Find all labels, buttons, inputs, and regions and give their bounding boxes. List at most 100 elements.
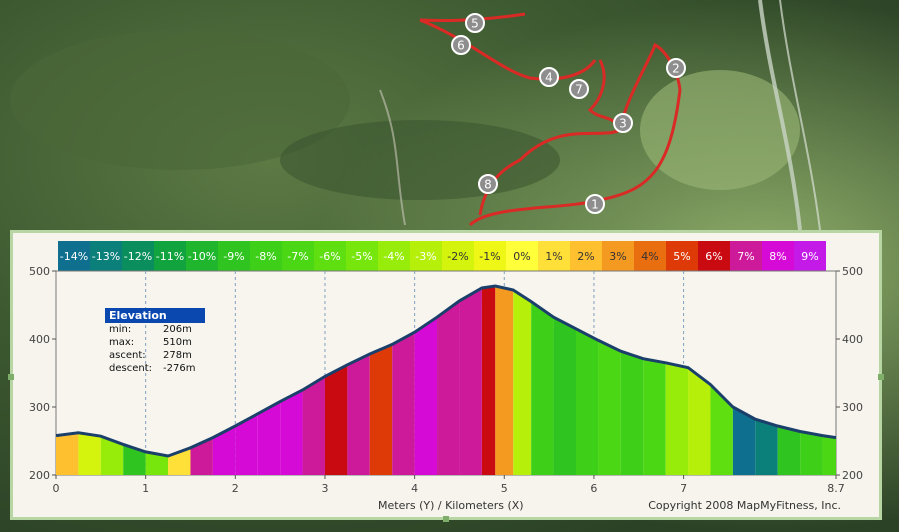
route-marker-1[interactable]: 1: [585, 194, 605, 214]
resize-handle-left[interactable]: [8, 374, 14, 380]
elevation-segment: [369, 344, 393, 475]
elevation-descent-row: descent: -276m: [105, 362, 205, 375]
elevation-profile-line: [55, 284, 837, 458]
grade-legend-label: -2%: [447, 250, 468, 263]
elevation-segment: [280, 390, 303, 475]
grade-legend-swatch: [282, 241, 314, 271]
elevation-segment: [576, 328, 599, 475]
grade-legend-swatch: [442, 241, 474, 271]
elevation-segment: [302, 376, 325, 475]
grade-legend-label: -11%: [156, 250, 184, 263]
elevation-area: [56, 285, 836, 475]
grade-legend-swatch: [794, 241, 826, 271]
grade-legend-swatch: [218, 241, 250, 271]
elevation-summary-title: Elevation: [105, 308, 205, 323]
route-marker-label: 8: [484, 178, 492, 192]
elevation-segment: [56, 432, 79, 475]
elevation-segment: [665, 362, 689, 475]
elevation-segment: [123, 444, 146, 475]
route-marker-label: 6: [457, 39, 465, 53]
grade-legend-swatch: [314, 241, 346, 271]
elevation-panel: -14% -13% -12% -11% -10% -9% -8% -7% -6% -5% -4% -3…: [8, 230, 884, 522]
route-marker-6[interactable]: 6: [451, 35, 471, 55]
elevation-segment: [190, 437, 213, 475]
grade-legend-swatch: [410, 241, 442, 271]
grade-legend-swatch: [186, 241, 218, 271]
grade-legend-swatch: [346, 241, 378, 271]
route-marker-8[interactable]: 8: [478, 174, 498, 194]
grade-legend-label: -8%: [255, 250, 276, 263]
elevation-segment: [212, 426, 236, 475]
x-tick-label: 4: [411, 482, 418, 495]
y-tick-label-left: 300: [29, 401, 50, 414]
elevation-segment: [598, 340, 621, 475]
route-marker-2[interactable]: 2: [666, 58, 686, 78]
grade-legend-swatch: [666, 241, 698, 271]
resize-handle-right[interactable]: [878, 374, 884, 380]
elevation-segment: [643, 358, 666, 475]
route-marker-circle: [613, 113, 633, 133]
resize-handle-bottom[interactable]: [443, 516, 449, 522]
x-tick-label: 8.7: [827, 482, 845, 495]
elevation-chart: -14% -13% -12% -11% -10% -9% -8% -7% -6% -5% -4% -3…: [29, 241, 863, 495]
elevation-segment: [324, 364, 348, 475]
route-marker-circle: [585, 194, 605, 214]
route-marker-circle: [465, 13, 485, 33]
grade-legend: -14% -13% -12% -11% -10% -9% -8% -7% -6% -5% -4% -3…: [58, 241, 826, 271]
elevation-ascent-value: 278m: [163, 350, 192, 361]
grade-legend-label: 2%: [577, 250, 594, 263]
grade-legend-label: -9%: [223, 250, 244, 263]
grade-legend-swatch: [90, 241, 122, 271]
route-marker-7[interactable]: 7: [569, 79, 589, 99]
grade-legend-label: 5%: [673, 250, 690, 263]
grade-legend-swatch: [378, 241, 410, 271]
grade-legend-label: -7%: [287, 250, 308, 263]
elevation-segment: [513, 290, 532, 475]
elevation-max-row: max: 510m: [105, 336, 205, 349]
elevation-segment: [822, 435, 836, 475]
elevation-segment: [732, 407, 756, 475]
grade-legend-label: -3%: [415, 250, 436, 263]
route-marker-4[interactable]: 4: [539, 67, 559, 87]
grade-legend-label: 8%: [769, 250, 786, 263]
elevation-min-value: 206m: [163, 324, 192, 335]
route-marker-circle: [478, 174, 498, 194]
grade-legend-label: -4%: [383, 250, 404, 263]
elevation-segment: [414, 317, 438, 475]
grade-legend-swatch: [538, 241, 570, 271]
grade-legend-swatch: [122, 241, 154, 271]
grade-legend-swatch: [730, 241, 762, 271]
route-marker-circle: [666, 58, 686, 78]
route-marker-5[interactable]: 5: [465, 13, 485, 33]
grade-legend-label: 6%: [705, 250, 722, 263]
elevation-segment: [755, 419, 778, 475]
y-tick-label-left: 200: [29, 469, 50, 482]
elevation-max-value: 510m: [163, 337, 192, 348]
grade-legend-label: -14%: [60, 250, 88, 263]
route-marker-label: 1: [591, 198, 599, 212]
grade-legend-label: -6%: [319, 250, 340, 263]
route-marker-3[interactable]: 3: [613, 113, 633, 133]
elevation-segment: [777, 426, 801, 475]
elevation-segment: [688, 367, 711, 475]
elevation-segment: [495, 285, 514, 475]
elevation-segment: [459, 288, 482, 475]
grade-legend-label: -5%: [351, 250, 372, 263]
grade-legend-label: 3%: [609, 250, 626, 263]
elevation-segment: [78, 432, 101, 475]
elevation-segment: [392, 332, 415, 475]
grade-legend-swatch: [602, 241, 634, 271]
route-marker-label: 5: [471, 17, 479, 31]
elevation-descent-label: descent:: [109, 363, 152, 374]
x-tick-label: 6: [590, 482, 597, 495]
y-tick-label-right: 400: [842, 333, 863, 346]
grade-legend-label: 7%: [737, 250, 754, 263]
elevation-segment: [347, 353, 370, 475]
x-tick-label: 7: [680, 482, 687, 495]
y-tick-label-left: 500: [29, 265, 50, 278]
y-tick-label-right: 500: [842, 265, 863, 278]
route-marker-label: 2: [672, 62, 680, 76]
grade-legend-label: -12%: [124, 250, 152, 263]
grade-legend-swatch: [154, 241, 186, 271]
y-tick-label-right: 300: [842, 401, 863, 414]
